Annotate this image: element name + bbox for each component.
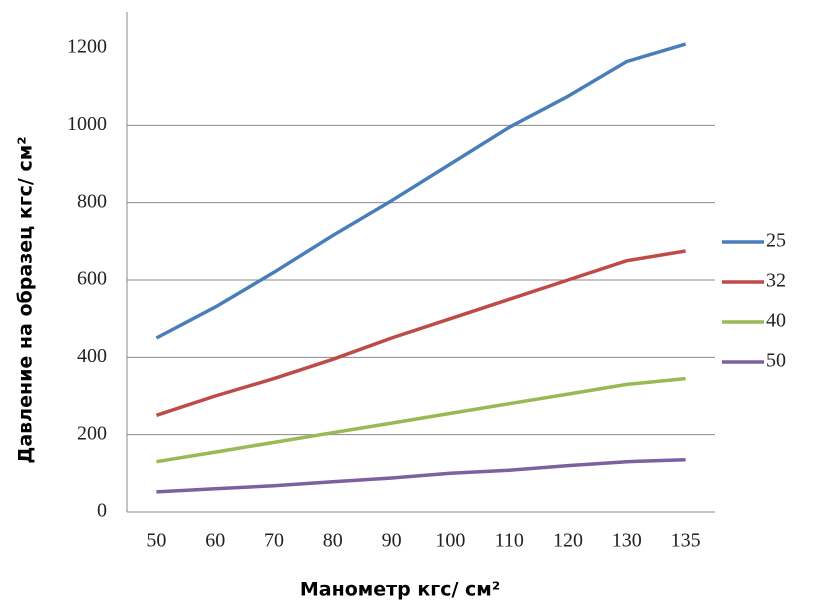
y-tick-label: 1200 bbox=[67, 36, 107, 58]
series-line bbox=[156, 376, 686, 464]
x-tick-label: 50 bbox=[146, 530, 166, 552]
x-axis-title: Манометр кгс/ см² bbox=[300, 579, 500, 601]
legend-label: 25 bbox=[766, 230, 786, 252]
y-tick-label: 200 bbox=[77, 422, 107, 444]
legend-label: 32 bbox=[766, 270, 786, 292]
x-tick-label: 130 bbox=[612, 530, 642, 552]
x-tick-label: 90 bbox=[382, 530, 402, 552]
x-tick-label: 110 bbox=[495, 530, 524, 552]
series-line bbox=[156, 458, 686, 494]
series-line bbox=[155, 42, 687, 340]
x-tick-label: 70 bbox=[264, 530, 284, 552]
y-tick-label: 800 bbox=[77, 190, 107, 212]
y-axis-title: Давление на образец кгс/ см² bbox=[15, 136, 37, 463]
y-tick-label: 400 bbox=[77, 345, 107, 367]
x-tick-label: 135 bbox=[671, 530, 701, 552]
x-tick-label: 60 bbox=[205, 530, 225, 552]
legend-label: 50 bbox=[766, 350, 786, 372]
x-tick-label: 100 bbox=[435, 530, 465, 552]
y-tick-label: 600 bbox=[77, 268, 107, 290]
legend-label: 40 bbox=[766, 310, 786, 332]
y-tick-label: 0 bbox=[97, 500, 107, 522]
x-tick-label: 120 bbox=[553, 530, 583, 552]
series-line bbox=[155, 249, 686, 417]
x-tick-label: 80 bbox=[323, 530, 343, 552]
y-tick-label: 1000 bbox=[67, 113, 107, 135]
